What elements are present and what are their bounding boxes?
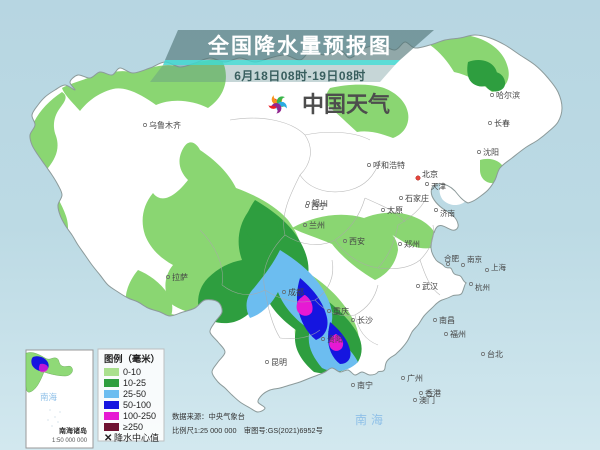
svg-text:石家庄: 石家庄: [405, 193, 429, 203]
svg-text:成都: 成都: [288, 287, 304, 297]
svg-text:西宁: 西宁: [311, 201, 327, 211]
svg-text:沈阳: 沈阳: [483, 147, 499, 157]
svg-text:✕: ✕: [104, 433, 112, 444]
svg-text:西安: 西安: [349, 236, 365, 246]
svg-text:杭州: 杭州: [475, 282, 490, 292]
svg-text:北京: 北京: [422, 169, 438, 179]
svg-text:天津: 天津: [431, 182, 446, 191]
svg-text:25-50: 25-50: [123, 389, 146, 399]
svg-text:南海: 南海: [40, 392, 58, 402]
svg-text:中国天气: 中国天气: [302, 92, 390, 117]
svg-text:100-250: 100-250: [123, 411, 156, 421]
svg-text:南京: 南京: [467, 254, 482, 264]
svg-text:0-10: 0-10: [123, 367, 141, 377]
svg-text:乌鲁木齐: 乌鲁木齐: [149, 120, 181, 130]
svg-text:南海: 南海: [355, 412, 387, 427]
svg-text:广州: 广州: [407, 373, 423, 383]
svg-text:数据来源：中央气象台: 数据来源：中央气象台: [172, 412, 245, 421]
svg-text:郑州: 郑州: [404, 239, 420, 249]
svg-text:武汉: 武汉: [422, 281, 438, 291]
svg-text:长春: 长春: [494, 118, 510, 128]
svg-text:济南: 济南: [440, 208, 455, 218]
svg-text:哈尔滨: 哈尔滨: [496, 90, 520, 100]
svg-text:降水中心值: 降水中心值: [114, 432, 159, 443]
svg-text:50-100: 50-100: [123, 400, 151, 410]
svg-text:台北: 台北: [487, 349, 503, 359]
svg-text:上海: 上海: [491, 262, 506, 272]
svg-text:比例尺1:25 000 000 审图号:GS(2021)69: 比例尺1:25 000 000 审图号:GS(2021)6952号: [172, 426, 323, 435]
svg-text:贵阳: 贵阳: [327, 334, 343, 344]
svg-text:太原: 太原: [387, 205, 403, 215]
svg-text:长沙: 长沙: [357, 315, 373, 325]
svg-text:福州: 福州: [450, 330, 466, 339]
svg-text:南宁: 南宁: [357, 380, 373, 390]
svg-text:合肥: 合肥: [444, 253, 459, 263]
svg-text:重庆: 重庆: [333, 306, 349, 316]
svg-text:图例（毫米）: 图例（毫米）: [104, 353, 160, 364]
svg-text:南昌: 南昌: [439, 315, 455, 325]
svg-text:兰州: 兰州: [309, 220, 325, 230]
svg-text:澳门: 澳门: [419, 395, 435, 405]
svg-text:10-25: 10-25: [123, 378, 146, 388]
svg-text:拉萨: 拉萨: [172, 272, 188, 282]
svg-text:1:50 000 000: 1:50 000 000: [52, 438, 88, 444]
svg-text:南海诸岛: 南海诸岛: [59, 426, 87, 435]
svg-text:昆明: 昆明: [271, 358, 287, 367]
svg-text:≥250: ≥250: [123, 422, 143, 432]
svg-text:呼和浩特: 呼和浩特: [373, 160, 405, 170]
